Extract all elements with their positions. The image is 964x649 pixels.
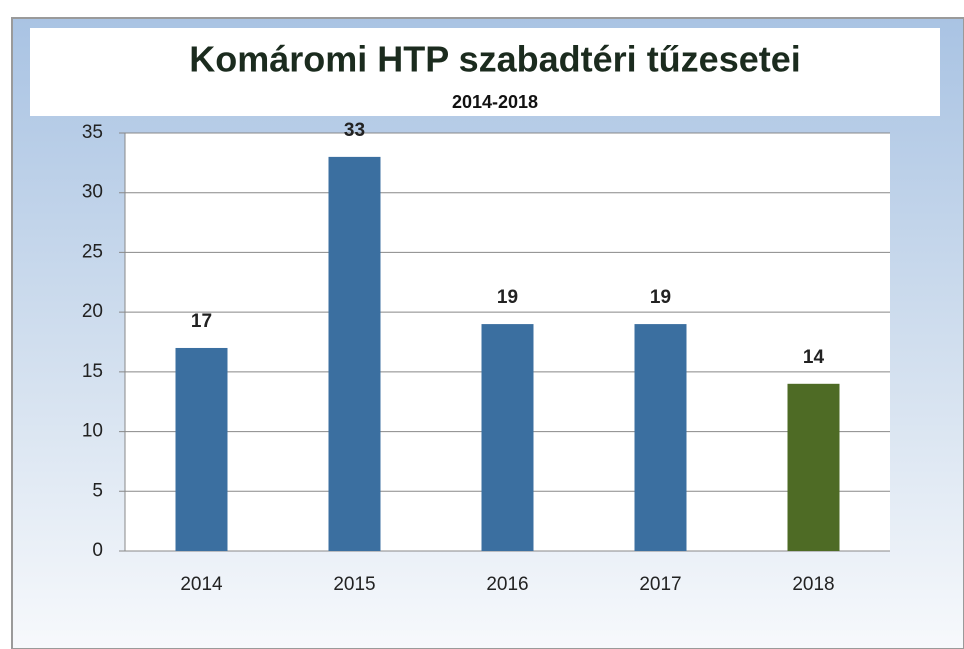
- y-tick-label: 15: [82, 361, 103, 382]
- bar: [175, 347, 228, 551]
- y-tick-label: 25: [82, 241, 103, 262]
- bar: [634, 324, 687, 551]
- x-tick-label: 2017: [639, 574, 681, 595]
- y-tick-label: 20: [82, 301, 103, 322]
- bar: [481, 324, 534, 551]
- x-tick-label: 2016: [486, 574, 528, 595]
- title-box: [30, 28, 940, 116]
- y-tick-label: 10: [82, 421, 103, 442]
- bar: [787, 383, 840, 551]
- value-label: 33: [344, 120, 365, 141]
- y-tick-label: 30: [82, 182, 103, 203]
- chart-title: Komáromi HTP szabadtéri tűzesetei: [189, 39, 801, 80]
- chart-subtitle: 2014-2018: [452, 92, 538, 112]
- x-tick-label: 2015: [333, 574, 375, 595]
- value-label: 14: [803, 347, 825, 368]
- value-label: 19: [497, 287, 518, 308]
- x-tick-label: 2014: [180, 574, 223, 595]
- x-tick-label: 2018: [792, 574, 834, 595]
- value-label: 19: [650, 287, 671, 308]
- y-tick-label: 0: [92, 540, 103, 561]
- y-tick-label: 5: [92, 480, 103, 501]
- y-tick-label: 35: [82, 122, 103, 143]
- value-label: 17: [191, 311, 212, 332]
- bar: [328, 156, 381, 551]
